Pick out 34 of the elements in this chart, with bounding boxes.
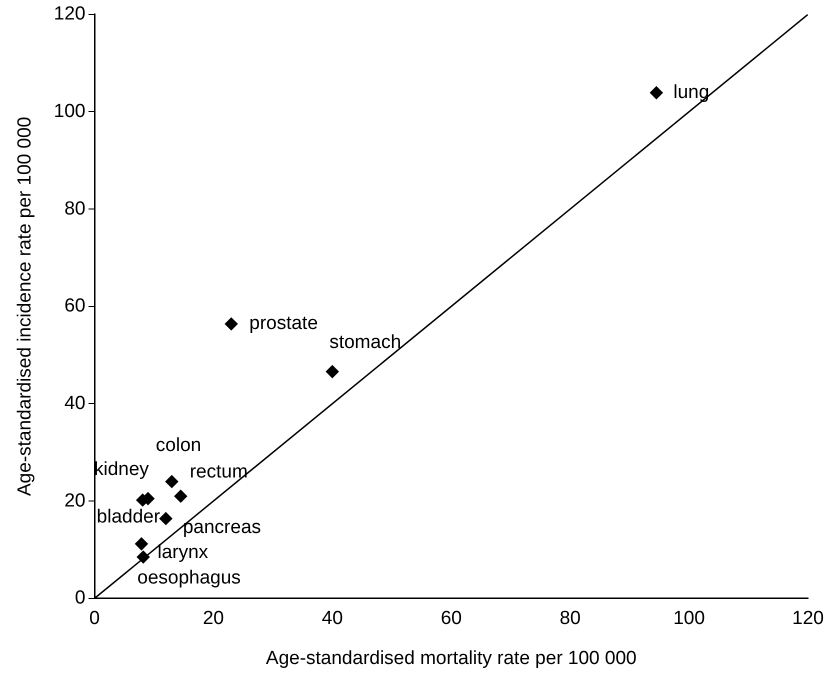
annotation: prostate [249, 313, 318, 334]
y-axis-title: Age-standardised incidence rate per 100 000 [14, 116, 36, 496]
annotation: larynx [157, 542, 209, 564]
y-tick-label: 80 [64, 198, 86, 220]
point [136, 550, 150, 564]
x-tick-label: 120 [792, 608, 824, 630]
annotation: kidney [94, 458, 150, 480]
x-axis-title: Age-standardised mortality rate per 100 000 [266, 648, 637, 669]
point [159, 512, 172, 526]
x-tick-label: 80 [560, 608, 581, 630]
point [134, 537, 148, 550]
point [224, 317, 238, 330]
point [326, 365, 339, 378]
x-tick-label: 60 [440, 608, 462, 630]
x-tick-label: 40 [322, 608, 343, 630]
point [650, 86, 663, 100]
x-tick-label: 0 [89, 608, 100, 630]
x-tick-label: 100 [673, 608, 705, 630]
annotation: pancreas [182, 516, 262, 538]
y-tick-label: 40 [64, 392, 86, 414]
x-tick-label: 20 [202, 608, 224, 630]
annotation: oesophagus [137, 567, 241, 588]
y-tick-label: 120 [54, 4, 86, 25]
y-tick-label: 60 [64, 296, 86, 317]
annotation: bladder [96, 506, 161, 528]
annotation: colon [156, 434, 202, 456]
y-tick-label: 20 [64, 490, 86, 512]
y-tick-label: 100 [54, 100, 86, 122]
point [174, 490, 188, 503]
point [165, 475, 178, 488]
y-tick-label: 0 [74, 588, 86, 609]
annotation: rectum [190, 461, 248, 482]
annotation: lung [673, 82, 710, 103]
annotation: stomach [329, 332, 402, 353]
